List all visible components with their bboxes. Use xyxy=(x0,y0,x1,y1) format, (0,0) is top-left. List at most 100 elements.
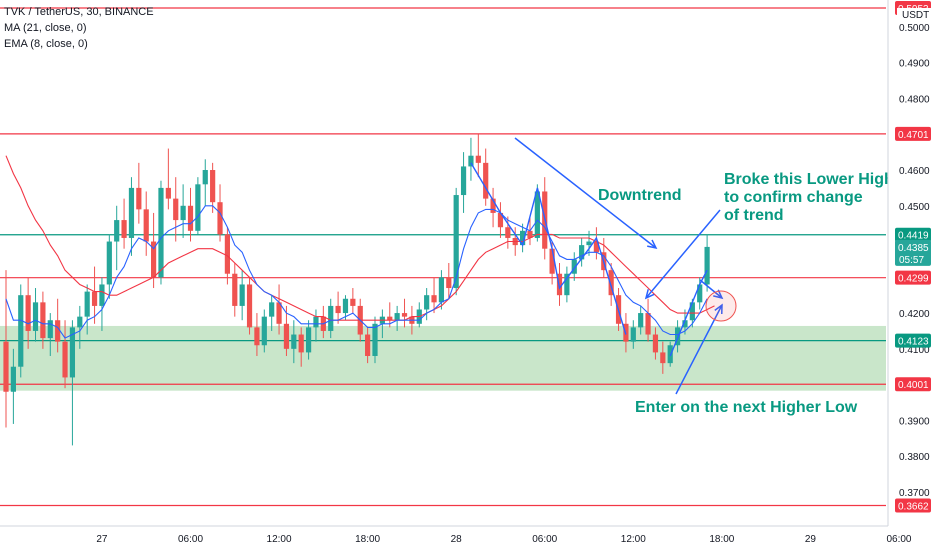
level-price-bg xyxy=(895,377,931,392)
candle xyxy=(77,305,83,349)
candle-body xyxy=(121,220,127,238)
candle xyxy=(571,252,577,281)
candle xyxy=(401,298,408,328)
candle-body xyxy=(475,155,481,163)
level-price-label: 0.4123 xyxy=(895,333,931,348)
level-price-text: 0.4001 xyxy=(898,380,929,391)
bar-countdown-text: 05:57 xyxy=(899,255,924,266)
candle xyxy=(99,277,105,331)
candle-body xyxy=(564,273,570,296)
plot-area xyxy=(0,7,886,507)
symbol-title[interactable]: TVK / TetherUS, 30, BINANCE xyxy=(4,6,154,18)
candle-body xyxy=(18,295,24,367)
annotation-broke-line: of trend xyxy=(724,207,784,224)
projection-arrow xyxy=(699,279,724,300)
swing-structure-line xyxy=(470,162,627,335)
candle xyxy=(151,212,157,289)
candle xyxy=(505,216,511,249)
target-circle xyxy=(705,290,737,322)
candle-body xyxy=(527,230,533,238)
candle-body xyxy=(490,198,496,213)
candle xyxy=(446,263,452,299)
candle-body xyxy=(128,187,135,238)
candle-body xyxy=(40,302,46,339)
current-price-text: 0.4385 xyxy=(898,243,929,254)
candle xyxy=(460,152,467,213)
candle-body xyxy=(689,302,695,321)
candle-body xyxy=(173,198,179,221)
candle xyxy=(232,263,238,317)
candle xyxy=(246,277,253,335)
arrow-head xyxy=(713,289,724,300)
candle-body xyxy=(446,277,452,289)
candle xyxy=(483,148,489,206)
level-price-label: 0.3662 xyxy=(895,498,931,513)
candle xyxy=(394,305,400,331)
candle xyxy=(106,234,112,299)
candle-body xyxy=(520,230,526,246)
candle xyxy=(350,288,356,314)
candle-body xyxy=(579,245,585,260)
ema-indicator-label[interactable]: EMA (8, close, 0) xyxy=(4,38,88,50)
candle-body xyxy=(224,234,230,274)
candle xyxy=(645,298,651,342)
candle-body xyxy=(497,212,504,228)
arrow-shaft xyxy=(699,279,723,299)
candle xyxy=(114,205,120,271)
candle xyxy=(62,320,68,389)
candle xyxy=(210,162,216,213)
candle-body xyxy=(136,187,142,210)
candle-body xyxy=(571,259,577,274)
candle xyxy=(372,316,378,364)
candle-body xyxy=(630,327,636,342)
candle-body xyxy=(210,170,216,203)
recent-swing-line xyxy=(669,269,708,357)
candle-body xyxy=(387,316,393,321)
candle xyxy=(652,327,659,360)
candle-body xyxy=(298,334,304,353)
level-price-bg xyxy=(895,333,931,348)
level-price-label: 0.4701 xyxy=(895,126,931,141)
candle-body xyxy=(534,191,540,238)
y-tick-label: 0.4200 xyxy=(899,309,930,320)
candle-body xyxy=(549,248,555,274)
candle-body xyxy=(645,313,651,335)
candle-body xyxy=(328,305,334,331)
candle-body xyxy=(158,187,164,278)
candle-body xyxy=(365,334,371,356)
candle-body xyxy=(91,291,98,306)
candle xyxy=(490,187,496,228)
candle-body xyxy=(682,320,688,328)
chart-legend: TVK / TetherUS, 30, BINANCE MA (21, clos… xyxy=(4,4,154,52)
candle-body xyxy=(283,323,290,349)
candle-body xyxy=(202,170,208,185)
candle xyxy=(416,302,422,328)
candle xyxy=(195,177,201,235)
candle xyxy=(136,162,142,224)
candle-body xyxy=(165,187,171,199)
candle xyxy=(328,298,334,339)
candle-body xyxy=(305,327,312,353)
candle-body xyxy=(593,241,599,253)
candle-body xyxy=(586,241,592,246)
candle-body xyxy=(77,316,83,328)
arrow-head xyxy=(647,239,658,250)
candle xyxy=(497,202,504,238)
candle-body xyxy=(195,184,201,231)
lower-high-arrow xyxy=(644,209,721,300)
candle-body xyxy=(261,316,267,346)
candle-body xyxy=(276,302,282,324)
candle xyxy=(69,320,76,446)
candle xyxy=(365,327,371,364)
candle-body xyxy=(638,313,644,328)
annotation-broke-line: to confirm change xyxy=(724,189,863,206)
currency-bg xyxy=(897,8,931,21)
level-price-text: 0.4419 xyxy=(898,231,929,242)
x-tick-label: 06:00 xyxy=(178,534,203,545)
level-price-bg xyxy=(895,126,931,141)
y-tick-label: 0.4600 xyxy=(899,166,930,177)
candle-body xyxy=(660,352,666,364)
ma-indicator-label[interactable]: MA (21, close, 0) xyxy=(4,22,87,34)
